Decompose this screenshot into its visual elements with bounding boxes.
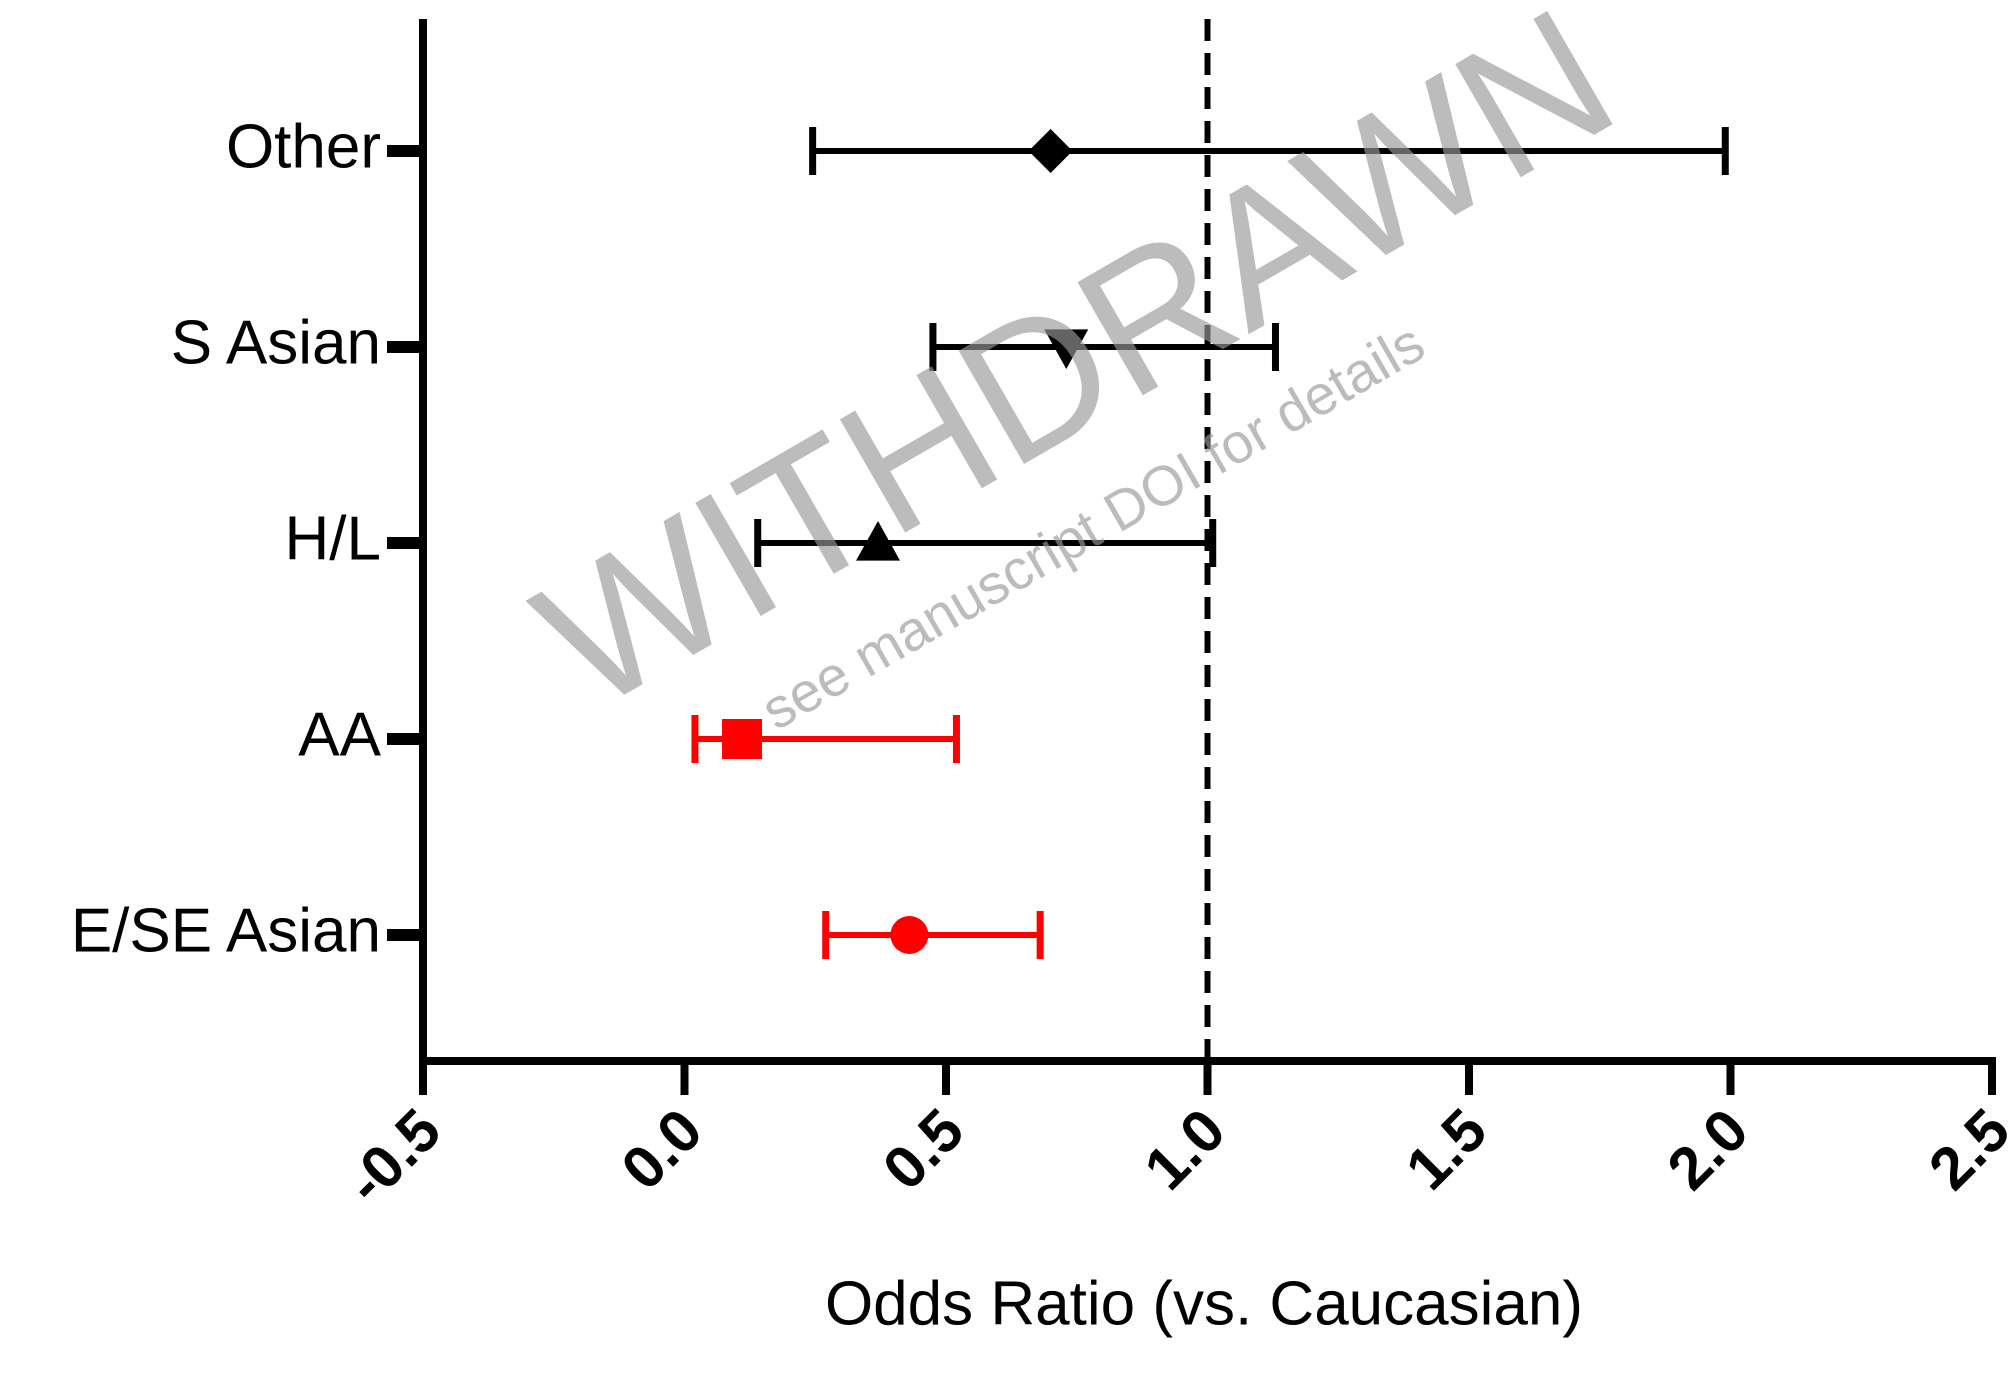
x-tick-label: 0.0 [609,1096,715,1202]
marker [1028,129,1073,173]
y-tick-label: AA [298,700,381,769]
y-tick-label: E/SE Asian [71,896,381,965]
y-tick-label: S Asian [171,308,381,377]
x-tick-label: -0.5 [333,1096,453,1216]
watermark: WITHDRAWN [505,0,1647,750]
marker [722,719,763,759]
marker [890,916,929,954]
marker [856,521,901,561]
x-tick-label: 2.0 [1655,1096,1761,1202]
y-tick-label: H/L [285,504,381,573]
x-tick-label: 1.0 [1132,1096,1238,1202]
x-tick-label: 1.5 [1393,1096,1499,1202]
y-tick-label: Other [226,112,381,181]
x-tick-label: 2.5 [1916,1096,2009,1202]
x-axis-title: Odds Ratio (vs. Caucasian) [825,1269,1583,1338]
marker [1044,329,1089,369]
x-tick-label: 0.5 [870,1096,976,1202]
